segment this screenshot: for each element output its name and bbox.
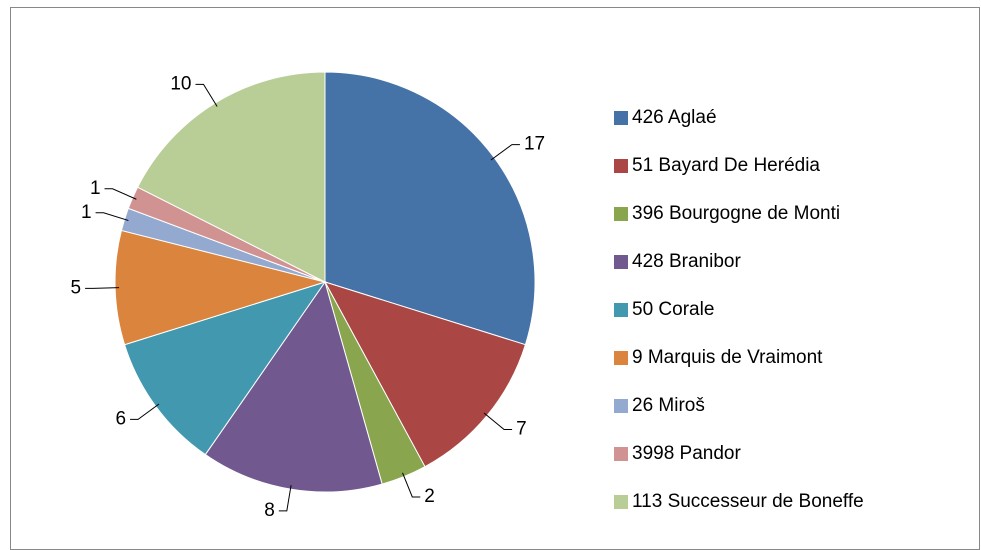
data-label: 8	[264, 500, 275, 521]
data-label: 10	[170, 73, 191, 94]
leader-line	[490, 144, 520, 161]
leader-line	[278, 485, 292, 512]
legend-swatch	[614, 399, 628, 413]
data-label: 1	[81, 202, 92, 223]
leader-line	[195, 83, 218, 107]
legend-label: 428 Branibor	[632, 251, 741, 272]
legend-label: 3998 Pandor	[632, 443, 741, 464]
legend-swatch	[614, 255, 628, 269]
data-label: 5	[71, 277, 82, 298]
leader-line	[402, 472, 421, 498]
legend-swatch	[614, 303, 628, 317]
legend-swatch	[614, 447, 628, 461]
legend-swatch	[614, 159, 628, 173]
legend-label: 396 Bourgogne de Monti	[632, 203, 840, 224]
data-label: 17	[524, 134, 545, 155]
legend-label: 426 Aglaé	[632, 107, 717, 128]
data-label: 6	[115, 408, 126, 429]
legend-label: 51 Bayard De Herédia	[632, 155, 820, 176]
legend-swatch	[614, 495, 628, 509]
leader-line	[130, 403, 160, 420]
legend-label: 9 Marquis de Vraimont	[632, 347, 823, 368]
leader-line	[483, 412, 513, 430]
data-label: 2	[424, 486, 435, 507]
legend-swatch	[614, 207, 628, 221]
data-label: 1	[90, 178, 101, 199]
legend-label: 113 Successeur de Boneffe	[632, 491, 864, 512]
leader-line	[104, 188, 137, 200]
legend-swatch	[614, 351, 628, 365]
legend-swatch	[614, 111, 628, 125]
data-label: 7	[516, 419, 527, 440]
legend-label: 26 Miroš	[632, 395, 705, 416]
leader-line	[95, 212, 129, 221]
legend-label: 50 Corale	[632, 299, 714, 320]
leader-line	[85, 287, 120, 289]
